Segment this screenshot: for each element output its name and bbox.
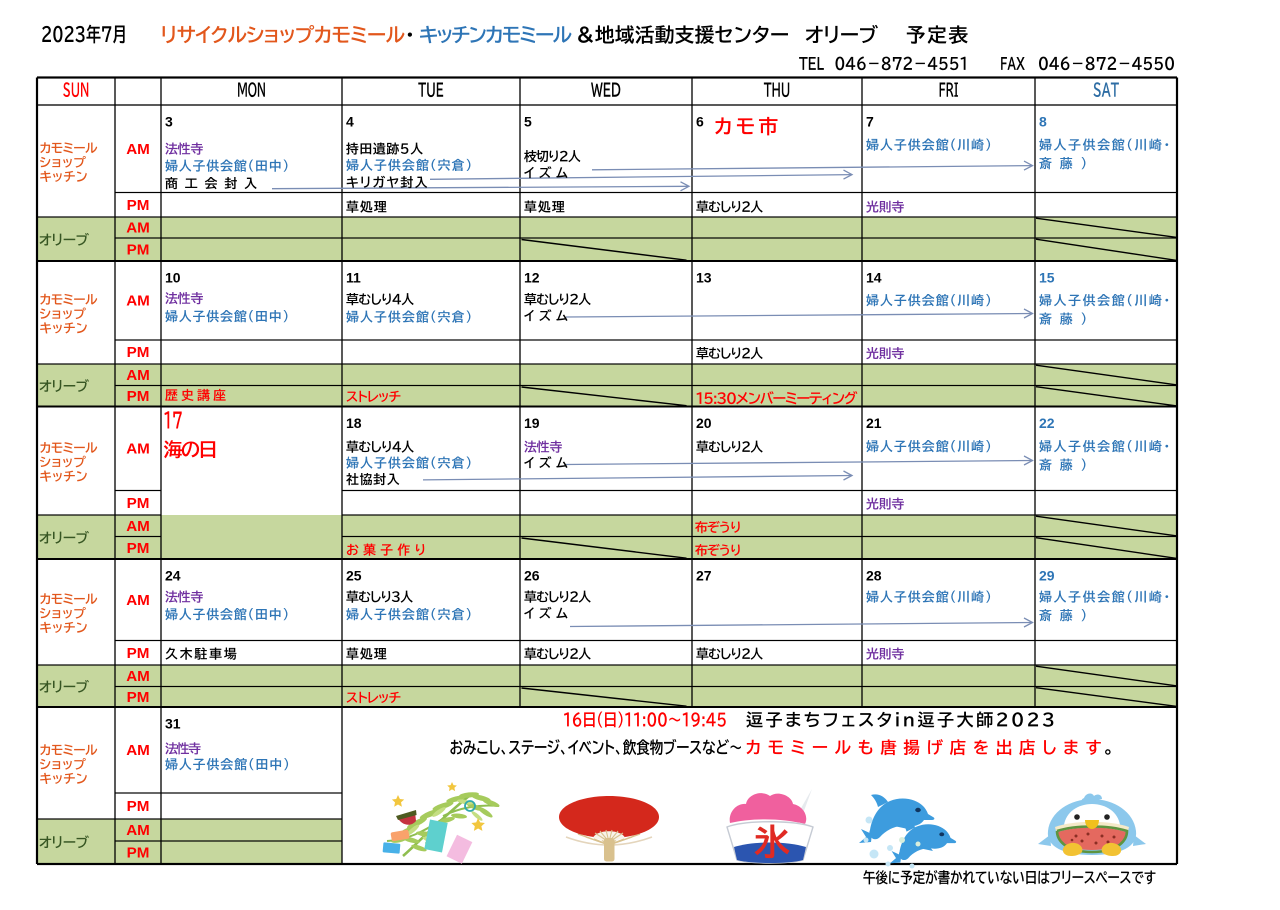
svg-text:5: 5 <box>524 113 532 129</box>
svg-text:PM: PM <box>127 242 150 259</box>
svg-text:AM: AM <box>126 141 150 158</box>
svg-text:27: 27 <box>696 567 712 583</box>
svg-text:PM: PM <box>127 344 150 361</box>
svg-text:PM: PM <box>127 495 150 512</box>
svg-text:11: 11 <box>346 269 361 285</box>
svg-text:AM: AM <box>126 742 150 759</box>
svg-text:24: 24 <box>165 567 181 583</box>
svg-text:29: 29 <box>1039 567 1055 583</box>
svg-text:6: 6 <box>696 113 704 129</box>
svg-text:14: 14 <box>866 269 882 285</box>
svg-text:AM: AM <box>126 293 150 310</box>
svg-text:3: 3 <box>165 113 173 129</box>
svg-text:10: 10 <box>165 269 181 285</box>
svg-text:AM: AM <box>126 441 150 458</box>
svg-text:19: 19 <box>524 415 540 431</box>
svg-text:18: 18 <box>346 415 362 431</box>
svg-text:12: 12 <box>524 269 540 285</box>
svg-text:PM: PM <box>127 388 150 405</box>
svg-text:26: 26 <box>524 567 540 583</box>
svg-text:15: 15 <box>1039 269 1055 285</box>
svg-text:8: 8 <box>1039 113 1047 129</box>
svg-text:PM: PM <box>127 197 150 214</box>
svg-text:4: 4 <box>346 113 354 129</box>
svg-text:20: 20 <box>696 415 712 431</box>
svg-text:PM: PM <box>127 798 150 815</box>
svg-text:AM: AM <box>126 518 150 535</box>
svg-text:AM: AM <box>126 822 150 839</box>
svg-text:21: 21 <box>866 415 882 431</box>
svg-text:22: 22 <box>1039 415 1055 431</box>
svg-text:7: 7 <box>866 113 874 129</box>
svg-text:AM: AM <box>126 592 150 609</box>
svg-text:13: 13 <box>696 269 712 285</box>
svg-text:28: 28 <box>866 567 882 583</box>
svg-text:AM: AM <box>126 220 150 237</box>
svg-text:PM: PM <box>127 645 150 662</box>
svg-text:25: 25 <box>346 567 362 583</box>
svg-text:PM: PM <box>127 540 150 557</box>
svg-text:31: 31 <box>165 715 181 731</box>
svg-text:AM: AM <box>126 367 150 384</box>
svg-text:PM: PM <box>127 689 150 706</box>
svg-text:AM: AM <box>126 668 150 685</box>
svg-text:PM: PM <box>127 845 150 862</box>
